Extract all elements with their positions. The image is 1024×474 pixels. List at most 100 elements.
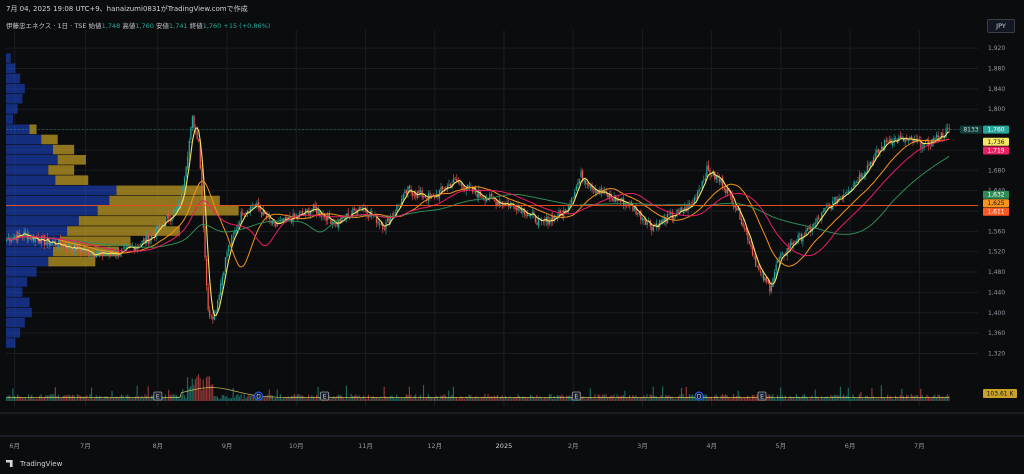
- volume-bar: [142, 398, 145, 401]
- candle-body: [243, 213, 245, 215]
- volume-bar: [188, 387, 190, 401]
- volume-bar: [710, 396, 713, 401]
- volume-bar: [520, 397, 522, 401]
- volume-bar: [444, 395, 447, 401]
- volume-bar: [849, 397, 851, 401]
- candle-body: [47, 237, 49, 244]
- volume-bar: [366, 398, 368, 401]
- volume-bar: [776, 394, 779, 401]
- candle-body: [909, 137, 911, 139]
- candle-body: [895, 138, 897, 140]
- volume-bar: [92, 398, 94, 401]
- volume-bar: [432, 397, 434, 401]
- candle-body: [800, 233, 802, 242]
- volume-bar: [791, 397, 793, 401]
- volume-bar: [684, 396, 686, 401]
- time-tick-label: 2025: [496, 442, 513, 450]
- candle-body: [819, 218, 821, 220]
- time-axis[interactable]: 6月 7月 8月 9月 10月 11月 12月 2025 2月 3月 4月 5月 6月 7月: [9, 442, 924, 450]
- volume-bar: [800, 397, 802, 401]
- volume-bar: [177, 396, 179, 401]
- volume-bar: [913, 396, 915, 401]
- candle-body: [591, 185, 593, 190]
- volume-profile-bar-blue: [6, 53, 11, 63]
- candle-body: [762, 273, 765, 281]
- candle-body: [89, 254, 91, 255]
- volume-bar: [382, 398, 384, 401]
- candle-body: [541, 219, 543, 221]
- candle-body: [632, 205, 634, 211]
- candle-body: [673, 217, 675, 220]
- candle-body: [654, 224, 656, 226]
- volume-bar: [940, 397, 942, 401]
- event-marker-label: D: [697, 393, 702, 400]
- volume-bar: [909, 398, 911, 401]
- candle-body: [177, 204, 179, 209]
- candle-body: [898, 137, 900, 142]
- volume-bar: [489, 397, 491, 401]
- candle-body: [523, 209, 526, 215]
- volume-bar: [150, 395, 152, 401]
- volume-bar: [459, 397, 461, 401]
- volume-bar: [770, 395, 772, 401]
- volume-bar: [245, 398, 247, 401]
- candle-body: [413, 194, 415, 196]
- close-value: 1,760: [202, 22, 222, 30]
- volume-bar: [825, 396, 827, 401]
- volume-bar: [932, 395, 934, 401]
- volume-profile-bar-gold: [97, 205, 239, 216]
- candle-body: [817, 216, 820, 219]
- candle-body: [366, 210, 368, 216]
- currency-button[interactable]: JPY: [987, 19, 1015, 33]
- candle-body: [723, 187, 725, 190]
- volume-bar: [26, 398, 28, 401]
- volume-bar: [23, 398, 25, 401]
- volume-bar: [811, 395, 813, 401]
- volume-bar: [21, 398, 23, 401]
- candle-body: [368, 216, 370, 218]
- candle-body: [407, 186, 409, 194]
- volume-bar: [663, 397, 665, 401]
- tradingview-logo[interactable]: TradingView: [6, 460, 62, 468]
- volume-bar: [481, 396, 483, 401]
- symbol-name[interactable]: 伊藤忠エネクス · 1日 · TSE: [6, 22, 87, 30]
- candle-body: [154, 234, 156, 237]
- time-tick-label: 4月: [706, 442, 717, 450]
- candle-body: [844, 193, 847, 195]
- candle-body: [190, 127, 192, 140]
- volume-bar: [838, 395, 840, 401]
- candle-body: [157, 226, 159, 230]
- volume-bar: [824, 397, 826, 401]
- candle-body: [462, 185, 464, 190]
- volume-bar: [75, 398, 77, 401]
- symbol-label-text: 8133: [963, 127, 978, 134]
- candle-body: [539, 218, 541, 219]
- candle-body: [566, 210, 568, 212]
- candle-body: [419, 190, 422, 192]
- volume-bar: [611, 395, 613, 401]
- candle-body: [633, 207, 636, 210]
- volume-bar: [702, 395, 705, 401]
- volume-bar: [493, 395, 495, 401]
- candle-body: [712, 171, 714, 176]
- close-label: 終値: [189, 22, 203, 30]
- volume-bar: [822, 398, 824, 401]
- candle-body: [377, 221, 379, 224]
- volume-bar: [429, 396, 431, 401]
- volume-bar: [918, 397, 920, 401]
- price-tick-label: 1,840: [988, 86, 1005, 93]
- volume-bar: [501, 395, 503, 401]
- price-label-box: [983, 137, 1009, 146]
- volume-bar: [407, 395, 409, 401]
- candle-body: [805, 230, 807, 236]
- volume-bar: [635, 395, 637, 401]
- candle-body: [816, 218, 818, 223]
- time-tick-label: 6月: [9, 442, 20, 450]
- volume-bar: [580, 397, 582, 401]
- volume-bar: [668, 395, 670, 401]
- volume-bar: [740, 397, 742, 401]
- candle-body: [460, 183, 463, 186]
- candle-body: [152, 233, 154, 235]
- candle-body: [205, 258, 208, 286]
